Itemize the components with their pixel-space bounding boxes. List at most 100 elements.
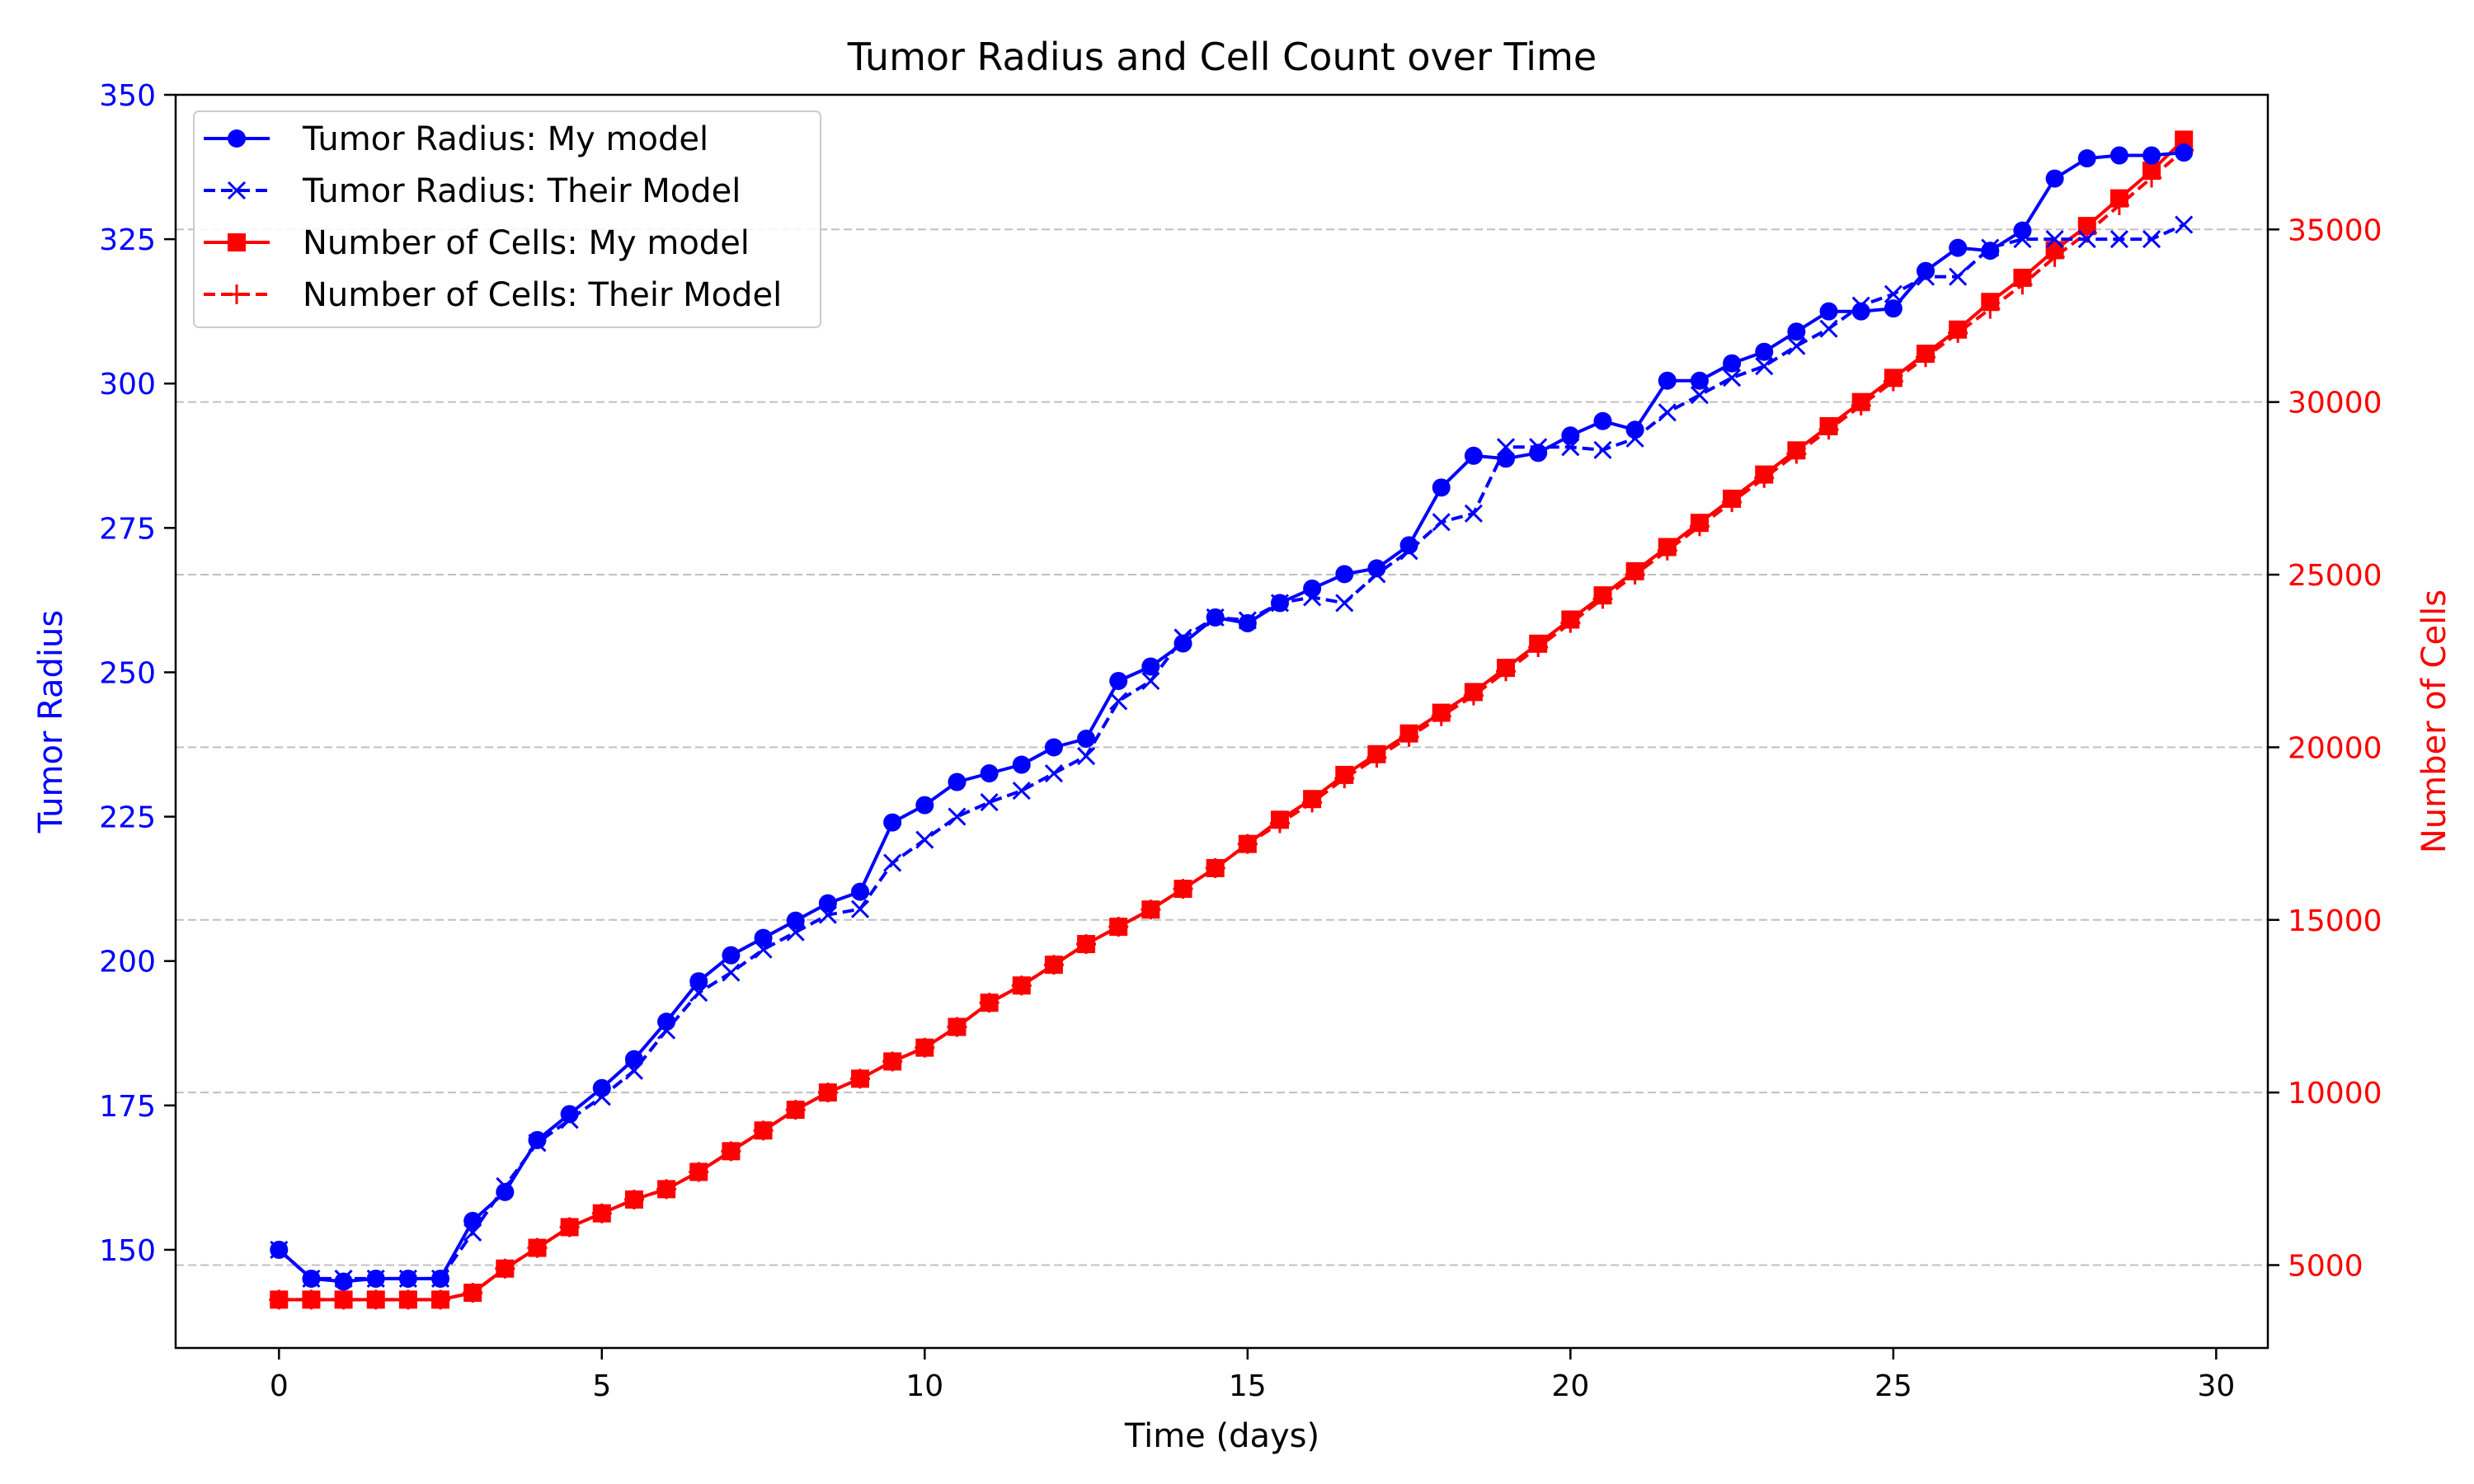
legend: Tumor Radius: My model Tumor Radius: Thei… [193,110,821,328]
tumor-radius-their-model-point [2142,230,2161,249]
plot-frame [174,93,2269,1350]
y-axis-left-label: Tumor Radius [32,610,70,834]
y-left-tick-label: 175 [99,1090,156,1124]
tumor-radius-my-model-point [1109,671,1128,690]
number-of-cells-their-model-point [333,1289,354,1310]
tumor-radius-my-model-point [1819,302,1838,321]
tumor-radius-my-model-point [818,894,837,913]
number-of-cells-their-model-point [915,1037,935,1058]
tumor-radius-their-model-point [1367,565,1386,584]
tumor-radius-their-model-point [366,1269,385,1289]
tumor-radius-my-model-point [1464,446,1483,465]
number-of-cells-their-model-point [1625,565,1645,585]
legend-entry: Tumor Radius: Their Model [204,172,741,210]
tumor-radius-their-model-point [1464,504,1483,523]
y-right-tick-label: 15000 [2288,904,2382,938]
y-axis-right: 5000 10000 15000 20000 25000 30000 35000 [2268,214,2382,1284]
tumor-radius-their-model-point [722,963,741,982]
number-of-cells-their-model-point [2142,167,2162,188]
tumor-radius-their-model-point [1723,369,1742,387]
tumor-radius-their-model-point [689,984,708,1003]
number-of-cells-their-model-point [1528,636,1549,657]
tumor-radius-their-model-point [1625,429,1644,448]
tumor-radius-my-model-point [1723,354,1742,373]
tumor-radius-their-model-point [1206,608,1225,627]
tumor-radius-my-model-point [722,946,741,965]
tumor-radius-their-model-line [277,223,2185,1280]
tumor-radius-their-model-point [786,923,805,942]
number-of-cells-their-model-point [689,1162,709,1182]
tumor-radius-their-model-point [2109,230,2128,249]
y-left-tick-label: 275 [99,512,156,546]
number-of-cells-their-model-point [1980,298,2001,319]
tumor-radius-their-model-point [915,830,934,849]
tumor-radius-my-model-point [1012,755,1031,774]
number-of-cells-their-model-point [1560,613,1581,633]
tumor-radius-my-model-point [1658,371,1677,390]
x-tick-label: 30 [2197,1369,2235,1403]
number-of-cells-their-model-point [1366,747,1387,768]
number-of-cells-their-model-point [882,1051,903,1072]
number-of-cells-their-model-point [1011,975,1032,996]
number-of-cells-my-model-point [2175,130,2194,149]
number-of-cells-their-model-point [2012,275,2033,295]
y-right-tick-label: 35000 [2288,214,2382,247]
number-of-cells-their-model-point [1818,420,1839,440]
number-of-cells-their-model-point [623,1189,644,1209]
tumor-radius-my-model-point [1399,536,1418,555]
number-of-cells-their-model-point [785,1100,806,1120]
tumor-radius-their-model-point [657,1021,676,1040]
number-of-cells-their-model-point [947,1017,967,1037]
tumor-radius-their-model-point [1335,594,1354,613]
tumor-radius-my-model-point [2175,143,2194,162]
number-of-cells-their-model-point [1722,492,1743,513]
tumor-radius-their-model-point [818,905,837,924]
tumor-radius-my-model-point [2045,169,2064,188]
tumor-radius-my-model-point [948,773,967,791]
tumor-radius-their-model-point [1303,588,1322,607]
number-of-cells-their-model-point [656,1179,677,1200]
number-of-cells-their-model-point [1689,516,1710,537]
tumor-radius-their-model-point [980,793,999,812]
legend-entry: Number of Cells: Their Model [204,276,782,314]
tumor-radius-my-model-point [1884,299,1903,318]
legend-marker [227,181,247,200]
x-tick-label: 10 [905,1369,943,1403]
number-of-cells-their-model-point [301,1289,322,1310]
x-tick-label: 25 [1874,1369,1912,1403]
tumor-radius-their-model-point [302,1269,321,1289]
tumor-radius-my-model-point [1561,426,1580,445]
y-axis-left: 150 175 200 225 250 275 300 325 350 [99,79,176,1268]
tumor-radius-my-model-point [754,928,773,947]
tumor-radius-their-model-point [1174,628,1192,647]
tumor-radius-their-model-point [270,1240,289,1259]
number-of-cells-their-model-point [365,1289,386,1310]
tumor-radius-their-model-series [270,215,2194,1289]
tumor-radius-their-model-point [948,807,967,826]
tumor-radius-my-model-point [334,1272,353,1291]
number-of-cells-their-model-point [495,1258,515,1279]
tumor-radius-my-model-point [1141,657,1160,676]
tumor-radius-their-model-point [624,1061,644,1080]
tumor-radius-their-model-point [1076,746,1096,766]
number-of-cells-their-model-point [1883,371,1903,392]
tumor-radius-my-model-point [2077,149,2096,168]
tumor-radius-their-model-point [1432,513,1451,532]
tumor-radius-their-model-point [1949,267,1968,286]
tumor-radius-my-model-point [1690,371,1709,390]
number-of-cells-their-model-point [430,1289,451,1310]
tumor-radius-their-model-point [754,940,773,959]
tumor-radius-my-model-point [592,1078,611,1097]
tumor-radius-my-model-point [980,764,999,783]
number-of-cells-their-model-point [463,1283,483,1303]
number-of-cells-their-model-point [1496,661,1517,682]
number-of-cells-their-model-point [979,993,999,1013]
tumor-radius-my-model-point [1755,342,1774,361]
tumor-radius-their-model-point [1496,438,1516,457]
number-of-cells-their-model-point [850,1068,871,1089]
tumor-radius-their-model-point [1884,284,1903,303]
legend-label-number-of-cells-my-model: Number of Cells: My model [303,224,750,262]
tumor-radius-my-model-point [560,1105,579,1124]
tumor-radius-their-model-point [2175,215,2194,234]
y-right-tick-label: 20000 [2288,731,2382,765]
